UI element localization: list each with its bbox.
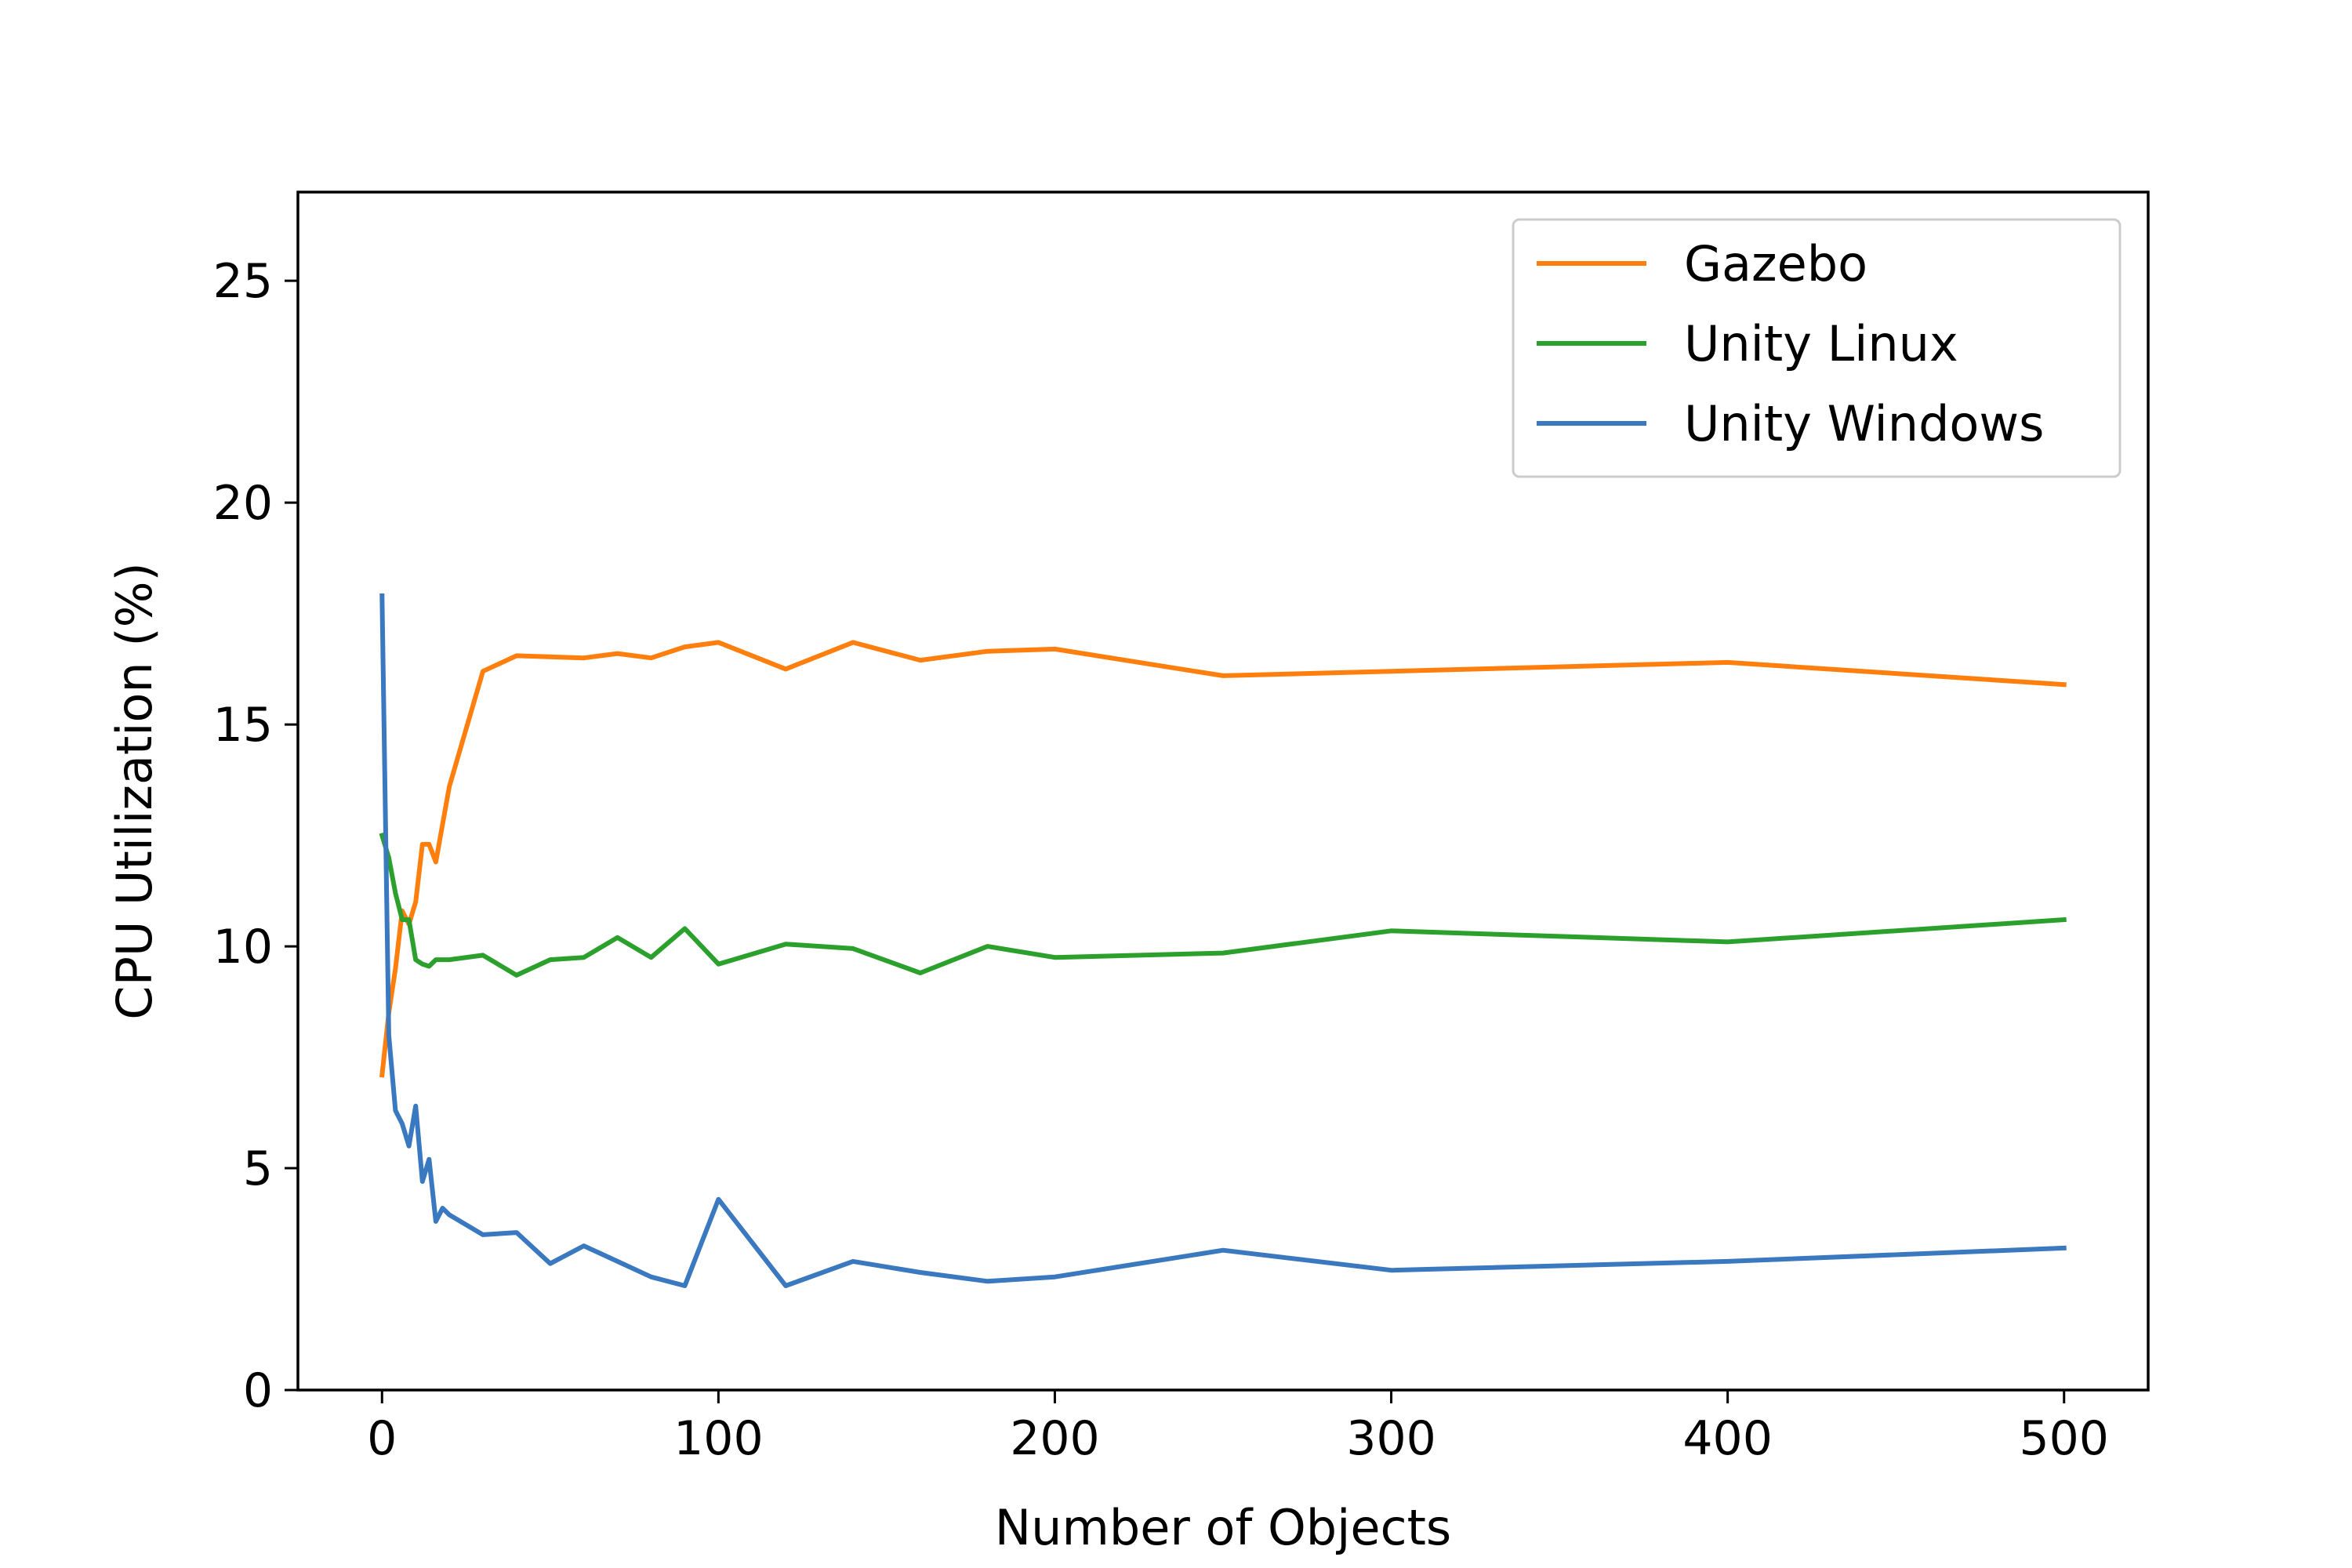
y-tick-label: 10: [213, 920, 273, 975]
y-axis-label: CPU Utilization (%): [106, 562, 163, 1019]
axis-ticks-group: 0 100 200 300 400 500 0 5 10 15 20 25: [213, 254, 2109, 1466]
x-tick-label: 500: [2019, 1411, 2109, 1466]
plot-area-frame: [296, 191, 2150, 1392]
y-tick-label: 0: [243, 1363, 273, 1418]
y-tick-label: 15: [213, 698, 273, 753]
y-tick-label: 5: [243, 1142, 273, 1196]
series-line-unity-windows: [379, 593, 2067, 1288]
legend-label: Gazebo: [1684, 235, 1867, 292]
legend-label: Unity Linux: [1684, 315, 1958, 372]
x-tick-label: 300: [1346, 1411, 1436, 1466]
plot-series-group: [379, 593, 2067, 1288]
legend-box: [1512, 218, 2122, 478]
legend: Gazebo Unity Linux Unity Windows: [1512, 218, 2122, 478]
y-tick-label: 25: [213, 254, 273, 309]
x-tick-label: 200: [1010, 1411, 1100, 1466]
x-axis-label: Number of Objects: [995, 1499, 1451, 1556]
x-tick-label: 100: [673, 1411, 764, 1466]
x-tick-label: 0: [367, 1411, 397, 1466]
y-tick-label: 20: [213, 476, 273, 531]
series-line-unity-linux: [379, 832, 2067, 978]
series-line-gazebo: [379, 640, 2067, 1078]
x-tick-label: 400: [1682, 1411, 1773, 1466]
legend-label: Unity Windows: [1684, 395, 2044, 452]
